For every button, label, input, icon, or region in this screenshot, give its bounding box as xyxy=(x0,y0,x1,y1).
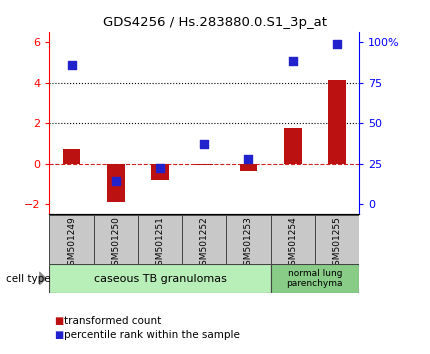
Text: ■: ■ xyxy=(54,316,63,326)
Text: GSM501255: GSM501255 xyxy=(332,216,341,271)
Point xyxy=(334,41,341,46)
Point xyxy=(201,141,208,147)
Text: GSM501253: GSM501253 xyxy=(244,216,253,271)
Bar xyxy=(226,215,270,264)
Text: normal lung
parenchyma: normal lung parenchyma xyxy=(286,269,343,288)
Text: GSM501251: GSM501251 xyxy=(156,216,165,271)
Point xyxy=(68,62,75,68)
Polygon shape xyxy=(40,272,46,285)
Bar xyxy=(94,215,138,264)
Text: GDS4256 / Hs.283880.0.S1_3p_at: GDS4256 / Hs.283880.0.S1_3p_at xyxy=(103,16,327,29)
Text: GSM501249: GSM501249 xyxy=(67,216,76,271)
Bar xyxy=(270,264,359,293)
Text: GSM501250: GSM501250 xyxy=(111,216,120,271)
Bar xyxy=(63,149,80,164)
Bar xyxy=(182,215,226,264)
Point xyxy=(245,156,252,161)
Text: GSM501252: GSM501252 xyxy=(200,216,209,271)
Text: GSM501254: GSM501254 xyxy=(288,216,297,271)
Bar xyxy=(270,215,315,264)
Bar xyxy=(328,80,346,164)
Bar xyxy=(49,264,270,293)
Point xyxy=(157,166,163,171)
Bar xyxy=(315,215,359,264)
Text: caseous TB granulomas: caseous TB granulomas xyxy=(94,274,227,284)
Point xyxy=(289,59,296,64)
Text: transformed count: transformed count xyxy=(64,316,161,326)
Bar xyxy=(107,164,125,202)
Bar xyxy=(138,215,182,264)
Text: ■: ■ xyxy=(54,330,63,339)
Text: cell type: cell type xyxy=(6,274,51,284)
Bar xyxy=(151,164,169,180)
Bar xyxy=(49,215,94,264)
Point xyxy=(112,178,119,184)
Bar xyxy=(240,164,257,171)
Text: percentile rank within the sample: percentile rank within the sample xyxy=(64,330,240,339)
Bar xyxy=(284,128,301,164)
Bar xyxy=(195,164,213,165)
